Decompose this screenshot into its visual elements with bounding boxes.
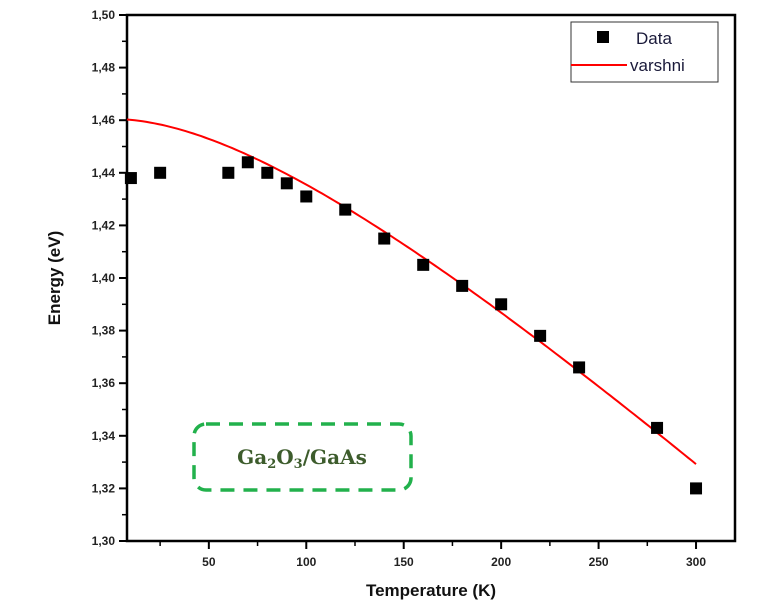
data-point — [154, 166, 167, 179]
y-axis-title: Energy (eV) — [45, 231, 64, 325]
y-axis-ticks: 1,30 1,32 1,34 1,36 1,38 1,40 1,42 1,44 1,46 1,48… — [92, 8, 127, 548]
y-tick-label: 1,50 — [92, 8, 116, 22]
sample-annotation: Ga2O3/GaAs — [192, 422, 413, 492]
varshni-curve — [126, 118, 697, 465]
x-tick-label: 250 — [589, 555, 609, 569]
data-point — [280, 177, 293, 190]
y-tick-label: 1,36 — [92, 376, 116, 390]
data-point — [261, 166, 274, 179]
data-point — [690, 482, 703, 495]
y-tick-label: 1,42 — [92, 218, 116, 232]
x-tick-label: 300 — [686, 555, 706, 569]
data-point — [495, 298, 508, 311]
x-axis-title: Temperature (K) — [366, 581, 496, 600]
legend: Data varshni — [570, 21, 719, 83]
legend-box — [570, 21, 719, 83]
data-points — [124, 156, 703, 495]
data-point — [124, 172, 137, 185]
legend-marker-data — [597, 31, 609, 43]
annotation-box — [192, 422, 413, 492]
y-tick-label: 1,46 — [92, 113, 116, 127]
data-point — [222, 166, 235, 179]
y-tick-label: 1,32 — [92, 481, 116, 495]
y-tick-label: 1,38 — [92, 324, 116, 338]
y-tick-label: 1,48 — [92, 61, 116, 75]
y-tick-label: 1,44 — [92, 166, 116, 180]
data-point — [651, 421, 664, 434]
x-tick-label: 200 — [491, 555, 511, 569]
varshni-fit-line — [126, 118, 697, 465]
plot-border — [125, 13, 737, 543]
data-point — [456, 279, 469, 292]
data-point — [241, 156, 254, 169]
data-point — [339, 203, 352, 216]
data-point — [378, 232, 391, 245]
data-point — [300, 190, 313, 203]
x-axis-ticks: 50 100 150 200 250 300 — [159, 541, 706, 569]
x-tick-label: 100 — [296, 555, 316, 569]
data-point — [534, 329, 547, 342]
x-tick-label: 150 — [394, 555, 414, 569]
legend-label-data: Data — [636, 29, 672, 48]
y-tick-label: 1,34 — [92, 429, 116, 443]
data-point — [417, 258, 430, 271]
data-point — [573, 361, 586, 374]
x-tick-label: 50 — [202, 555, 216, 569]
legend-label-varshni: varshni — [630, 56, 685, 75]
plot-frame — [125, 13, 737, 543]
annotation-text: Ga2O3/GaAs — [237, 445, 367, 472]
y-tick-label: 1,40 — [92, 271, 116, 285]
y-tick-label: 1,30 — [92, 534, 116, 548]
